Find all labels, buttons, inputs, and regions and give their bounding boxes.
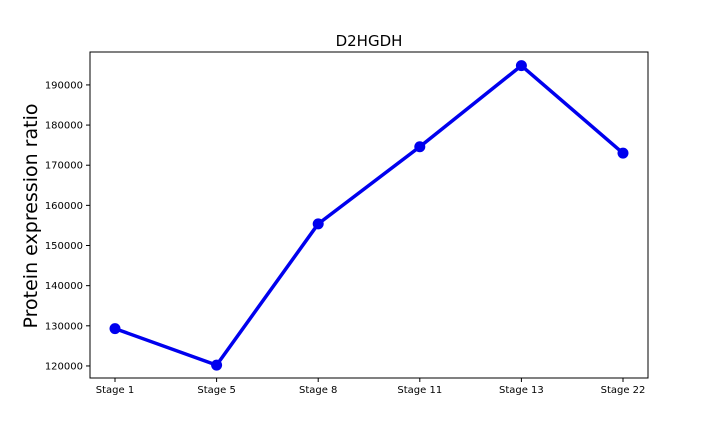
y-tick-label: 160000 bbox=[45, 201, 83, 212]
data-point bbox=[414, 141, 426, 153]
x-tick-label: Stage 1 bbox=[96, 385, 134, 396]
y-tick-label: 130000 bbox=[45, 321, 83, 332]
series-layer bbox=[109, 60, 629, 371]
y-axis-label: Protein expression ratio bbox=[20, 104, 42, 329]
x-tick-label: Stage 5 bbox=[197, 385, 235, 396]
series-line bbox=[114, 63, 625, 367]
data-point bbox=[617, 147, 629, 159]
x-tick-label: Stage 8 bbox=[299, 385, 337, 396]
y-tick-label: 150000 bbox=[45, 241, 83, 252]
data-point bbox=[211, 359, 223, 371]
plot-frame bbox=[89, 51, 649, 379]
x-tick-label: Stage 13 bbox=[499, 385, 544, 396]
chart-title: D2HGDH bbox=[336, 32, 403, 50]
data-point bbox=[312, 218, 324, 230]
ticks-layer: 120000 130000 140000 150000 160000 170000 1800… bbox=[45, 80, 646, 396]
x-tick-label: Stage 11 bbox=[397, 385, 442, 396]
data-point bbox=[109, 323, 121, 335]
data-point bbox=[515, 60, 527, 72]
y-tick-label: 180000 bbox=[45, 121, 83, 132]
x-tick-label: Stage 22 bbox=[601, 385, 646, 396]
y-tick-label: 190000 bbox=[45, 80, 83, 91]
y-tick-label: 120000 bbox=[45, 361, 83, 372]
y-tick-label: 170000 bbox=[45, 161, 83, 172]
y-tick-label: 140000 bbox=[45, 281, 83, 292]
